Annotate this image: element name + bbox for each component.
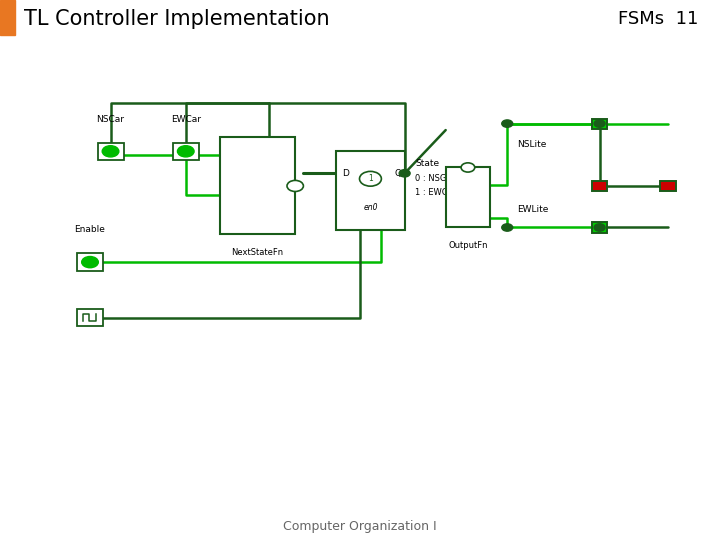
FancyBboxPatch shape [592,181,607,191]
Text: en0: en0 [363,204,378,212]
Text: D: D [342,169,348,178]
FancyBboxPatch shape [220,138,295,234]
Circle shape [461,163,474,172]
Text: EWLite: EWLite [518,205,549,213]
FancyBboxPatch shape [77,309,103,326]
Text: NSCar: NSCar [96,114,125,124]
Text: NextStateFn: NextStateFn [232,248,284,257]
Text: 0 : NSGReen: 0 : NSGReen [415,174,468,183]
Circle shape [502,120,513,127]
Text: EWCar: EWCar [171,114,201,124]
Text: Computer Organization I: Computer Organization I [283,520,437,533]
Circle shape [102,146,119,157]
Circle shape [502,224,513,231]
Text: FSMs  11: FSMs 11 [618,10,698,28]
FancyBboxPatch shape [336,151,405,230]
Text: Q: Q [395,169,401,178]
Circle shape [287,180,303,192]
Circle shape [594,120,605,127]
FancyBboxPatch shape [97,143,124,160]
FancyBboxPatch shape [592,118,607,129]
Circle shape [81,256,99,268]
FancyBboxPatch shape [77,253,103,271]
Text: Enable: Enable [75,225,105,234]
Text: NSLite: NSLite [518,140,547,149]
FancyBboxPatch shape [173,143,199,160]
Circle shape [594,224,605,231]
Text: TL Controller Implementation: TL Controller Implementation [24,9,329,29]
Text: 1 : EWGReen: 1 : EWGReen [415,187,469,197]
Text: OutputFn: OutputFn [448,241,487,251]
FancyBboxPatch shape [592,222,607,233]
Circle shape [399,170,410,177]
Circle shape [177,146,194,157]
FancyBboxPatch shape [446,167,490,227]
Text: 1: 1 [368,174,373,183]
Circle shape [359,171,382,186]
FancyBboxPatch shape [660,181,675,191]
Text: State: State [415,159,439,167]
